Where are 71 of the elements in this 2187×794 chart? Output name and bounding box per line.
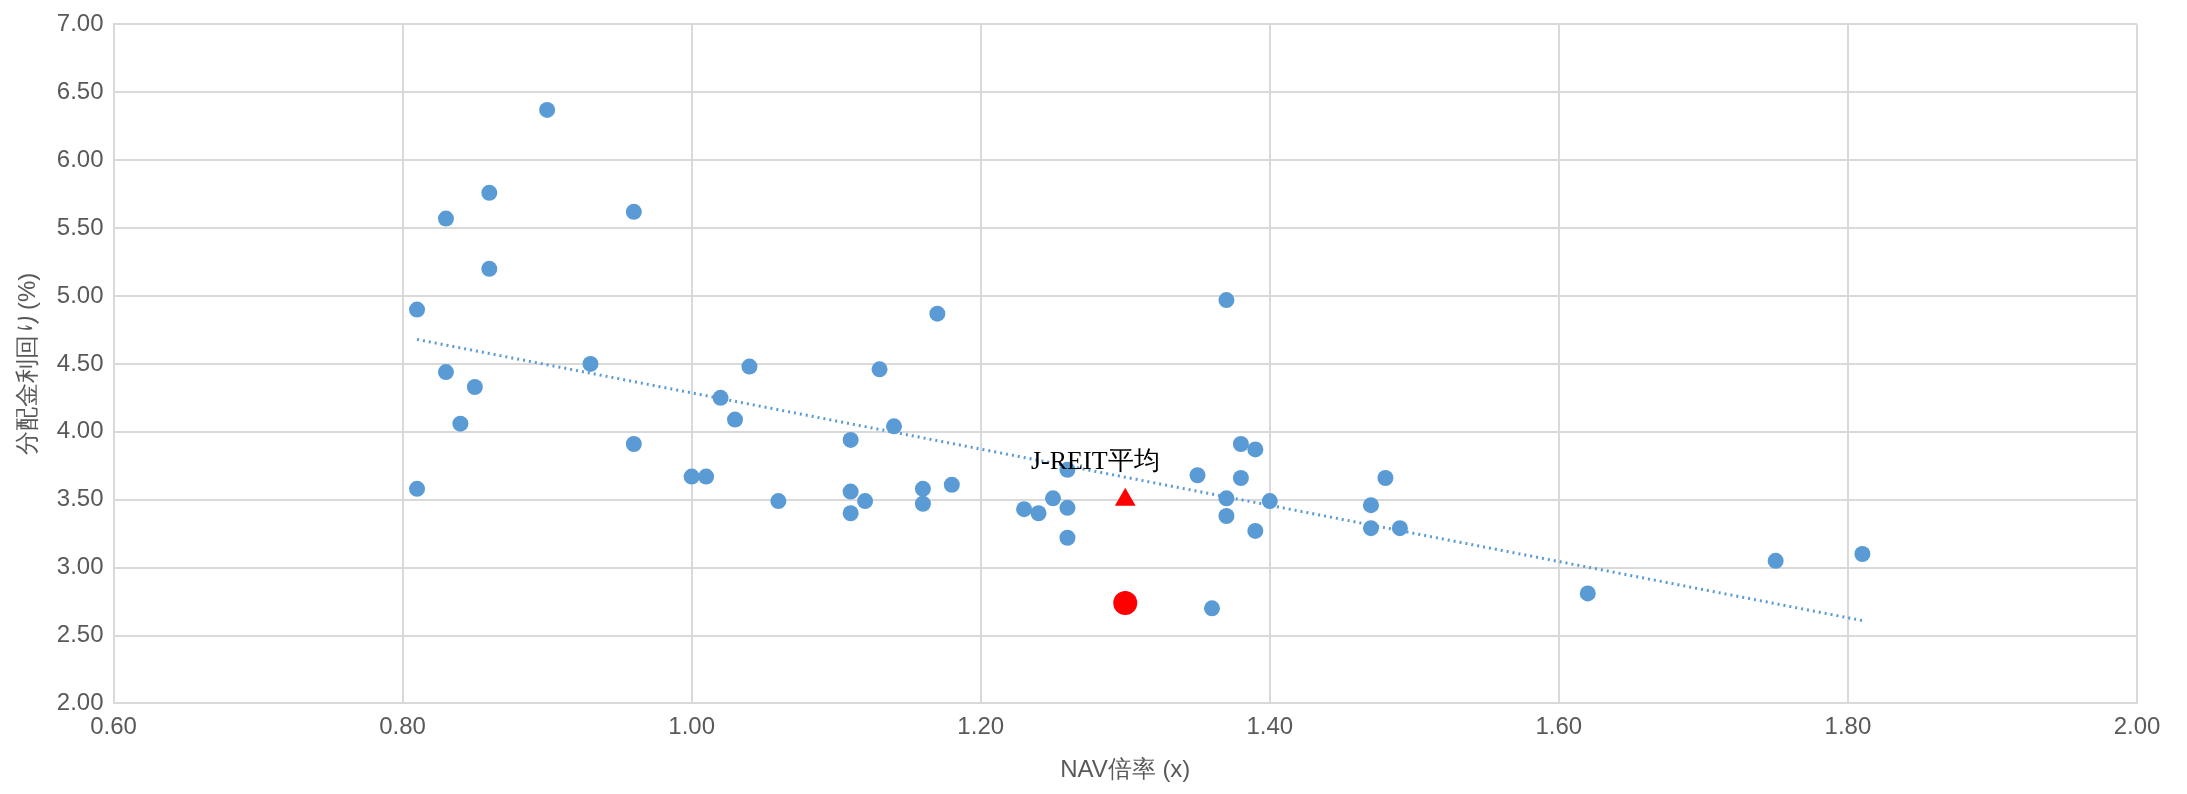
point <box>409 480 426 497</box>
y-tick-label: 6.50 <box>56 76 104 104</box>
x-tick-label: 1.00 <box>668 712 716 740</box>
point <box>1059 499 1076 516</box>
point <box>409 301 426 318</box>
point <box>1113 590 1138 615</box>
point <box>1189 467 1206 484</box>
point <box>712 389 729 406</box>
x-tick-label: 1.20 <box>957 712 1005 740</box>
point <box>1391 520 1408 537</box>
point <box>1854 546 1871 563</box>
y-tick-label: 5.50 <box>56 212 104 240</box>
point <box>886 418 902 435</box>
point <box>1203 600 1220 617</box>
point <box>741 358 758 375</box>
point <box>437 210 454 227</box>
y-tick-label: 5.00 <box>56 280 104 308</box>
point <box>539 101 556 118</box>
point <box>698 468 715 485</box>
x-tick-label: 1.40 <box>1246 712 1294 740</box>
point <box>1232 436 1249 453</box>
point <box>914 495 931 512</box>
point <box>1232 469 1249 486</box>
point <box>1218 292 1235 309</box>
point <box>452 415 469 432</box>
y-tick-label: 2.50 <box>56 620 104 648</box>
point <box>770 493 787 510</box>
point <box>625 436 642 453</box>
point <box>1218 508 1235 524</box>
point <box>857 493 874 510</box>
point <box>437 364 454 381</box>
point <box>943 476 960 493</box>
point <box>683 468 700 485</box>
y-tick-label: 6.00 <box>56 144 104 172</box>
point <box>1362 497 1379 514</box>
point <box>1059 529 1076 546</box>
point <box>1016 501 1033 518</box>
point <box>582 355 599 372</box>
point <box>625 203 642 220</box>
point <box>842 505 859 522</box>
point <box>842 483 859 500</box>
point <box>727 411 744 428</box>
y-tick-label: 3.50 <box>56 484 104 512</box>
x-tick-label: 0.80 <box>379 712 426 740</box>
y-tick-label: 4.00 <box>56 416 104 444</box>
y-tick-label: 3.00 <box>56 552 104 580</box>
point <box>1247 441 1264 458</box>
point <box>871 361 888 378</box>
point <box>914 480 931 497</box>
point <box>1261 493 1278 510</box>
x-tick-label: 1.60 <box>1535 712 1583 740</box>
point <box>842 431 859 448</box>
x-axis-title: NAV倍率 (x) <box>1060 755 1191 783</box>
y-tick-label: 4.50 <box>56 348 104 376</box>
point <box>1579 585 1596 602</box>
point <box>481 184 498 201</box>
point <box>929 305 946 322</box>
y-tick-label: 7.00 <box>56 9 104 37</box>
annotation: J-REIT平均 <box>1030 445 1160 475</box>
x-tick-label: 1.80 <box>1824 712 1872 740</box>
point <box>1218 490 1235 507</box>
y-axis-title: 分配金利回り(%) <box>13 272 41 456</box>
point <box>1044 490 1061 507</box>
point <box>481 260 498 277</box>
point <box>1767 552 1784 569</box>
point <box>1377 469 1394 486</box>
x-tick-label: 2.00 <box>2113 712 2161 740</box>
point <box>1247 522 1264 539</box>
point <box>1362 520 1379 537</box>
point <box>466 378 483 395</box>
point <box>1030 505 1047 522</box>
